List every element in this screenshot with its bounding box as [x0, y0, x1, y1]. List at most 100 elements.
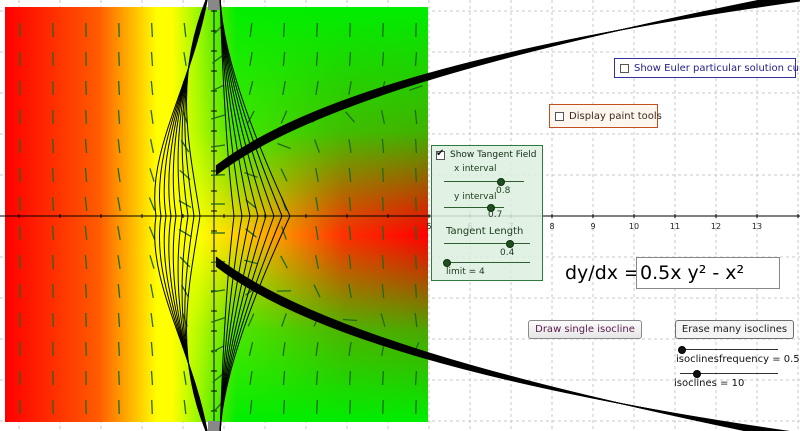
- equation-input[interactable]: 0.5x y² - x²: [636, 257, 780, 289]
- paint-checkbox-box[interactable]: [555, 111, 564, 121]
- tangent-segment: [117, 341, 121, 357]
- solution-curve-right: [219, 0, 283, 431]
- isocline-frequency-slider-track[interactable]: [680, 349, 778, 350]
- tangent-segment: [244, 171, 258, 179]
- tangent-segment: [51, 196, 55, 212]
- y-interval-label: y interval: [454, 192, 497, 202]
- tangent-segment: [344, 111, 356, 123]
- tangent-segment: [249, 371, 253, 385]
- tangent-segment: [281, 313, 287, 327]
- x-interval-slider-track[interactable]: [444, 181, 524, 182]
- x-tick-label: 9: [590, 222, 595, 231]
- equation-prefix: dy/dx =: [565, 262, 640, 284]
- tangent-segment: [315, 342, 319, 356]
- solution-curve-right: [219, 0, 291, 431]
- tangent-length-slider-track[interactable]: [444, 243, 530, 244]
- show-euler-checkbox[interactable]: Show Euler particular solution curve: [614, 58, 800, 78]
- equation-value: 0.5x y² - x²: [640, 262, 745, 284]
- tangent-segment: [380, 109, 386, 125]
- isocline-frequency-slider-knob[interactable]: [678, 346, 686, 354]
- y-interval-slider-knob[interactable]: [487, 204, 495, 212]
- tangent-segment: [349, 399, 351, 415]
- tangent-segment: [19, 196, 21, 212]
- show-tangent-field-checkbox[interactable]: Show Tangent Field: [436, 148, 537, 160]
- tangent-segment: [210, 174, 226, 176]
- tangent-segment: [280, 110, 288, 124]
- tangent-segment: [19, 167, 21, 183]
- tangent-segment: [313, 139, 321, 153]
- limit-label: limit = 4: [446, 267, 485, 277]
- isoclines-slider-knob[interactable]: [693, 370, 701, 378]
- tangent-checkbox-box[interactable]: [436, 148, 445, 160]
- tangent-segment: [249, 399, 253, 415]
- tangent-segment: [282, 399, 286, 415]
- tangent-segment: [117, 255, 121, 269]
- limit-slider-knob[interactable]: [443, 259, 451, 267]
- tangent-segment: [315, 196, 319, 212]
- tangent-segment: [282, 80, 286, 96]
- tangent-segment: [248, 81, 254, 95]
- tangent-segment: [348, 167, 352, 183]
- draw-single-isocline-button[interactable]: Draw single isocline: [528, 320, 642, 339]
- tangent-segment: [380, 313, 386, 327]
- limit-slider-track[interactable]: [444, 262, 530, 263]
- tangent-segment: [315, 225, 319, 241]
- tangent-segment: [210, 289, 226, 293]
- tangent-segment: [348, 138, 352, 154]
- x-tick-label: 11: [670, 222, 680, 231]
- tangent-segment: [211, 345, 225, 353]
- tangent-segment: [84, 138, 88, 154]
- tangent-segment: [381, 196, 385, 212]
- tangent-segment: [381, 225, 385, 241]
- tangent-segment: [151, 399, 153, 415]
- tangent-segment: [117, 196, 121, 212]
- tangent-field: [19, 22, 423, 415]
- tangent-segment: [117, 168, 121, 182]
- display-paint-label: Display paint tools: [569, 110, 662, 122]
- solution-curve-right: [219, 0, 267, 431]
- tangent-segment: [150, 110, 154, 124]
- tangent-length-slider-knob[interactable]: [506, 240, 514, 248]
- tangent-segment: [414, 138, 418, 154]
- euler-checkbox-box[interactable]: [620, 63, 629, 73]
- tangent-segment: [315, 370, 319, 386]
- tangent-segment: [381, 167, 385, 183]
- tangent-segment: [117, 80, 121, 96]
- tangent-segment: [85, 109, 87, 125]
- tangent-segment: [117, 225, 121, 241]
- tangent-segment: [415, 196, 417, 212]
- tangent-segment: [247, 110, 255, 124]
- y-interval-value: 0.7: [488, 210, 503, 220]
- x-tick-label: 13: [752, 222, 762, 231]
- tangent-segment: [52, 283, 54, 299]
- tangent-segment: [348, 80, 352, 96]
- tangent-segment: [381, 254, 385, 270]
- tangent-segment: [249, 22, 253, 38]
- tangent-segment: [149, 168, 155, 182]
- tangent-segment: [315, 167, 319, 183]
- tangent-segment: [150, 341, 154, 357]
- solution-curve-left: [186, 0, 207, 431]
- erase-many-isoclines-button[interactable]: Erase many isoclines: [675, 320, 794, 339]
- x-tick-label: 10: [629, 222, 639, 231]
- isoclines-slider-track[interactable]: [680, 373, 778, 374]
- y-interval-slider-track[interactable]: [444, 207, 504, 208]
- tangent-segment: [150, 51, 154, 67]
- display-paint-tools-checkbox[interactable]: Display paint tools: [549, 104, 662, 128]
- tangent-segment: [178, 228, 192, 238]
- tangent-segment: [315, 51, 319, 67]
- y-axis-top-cap: [208, 0, 220, 10]
- tangent-segment: [245, 199, 257, 209]
- x-interval-slider-knob[interactable]: [497, 178, 505, 186]
- solution-curve-right: [219, 0, 275, 431]
- isocline-frequency-label: isoclinesfrequency = 0.5: [676, 354, 800, 365]
- tangent-segment: [117, 109, 121, 125]
- tangent-segment: [84, 196, 88, 212]
- y-axis-bottom-cap: [208, 421, 220, 431]
- tangent-segment: [149, 255, 155, 269]
- tangent-segment: [150, 370, 154, 386]
- tangent-segment: [282, 22, 286, 38]
- solution-curve-right: [219, 0, 243, 431]
